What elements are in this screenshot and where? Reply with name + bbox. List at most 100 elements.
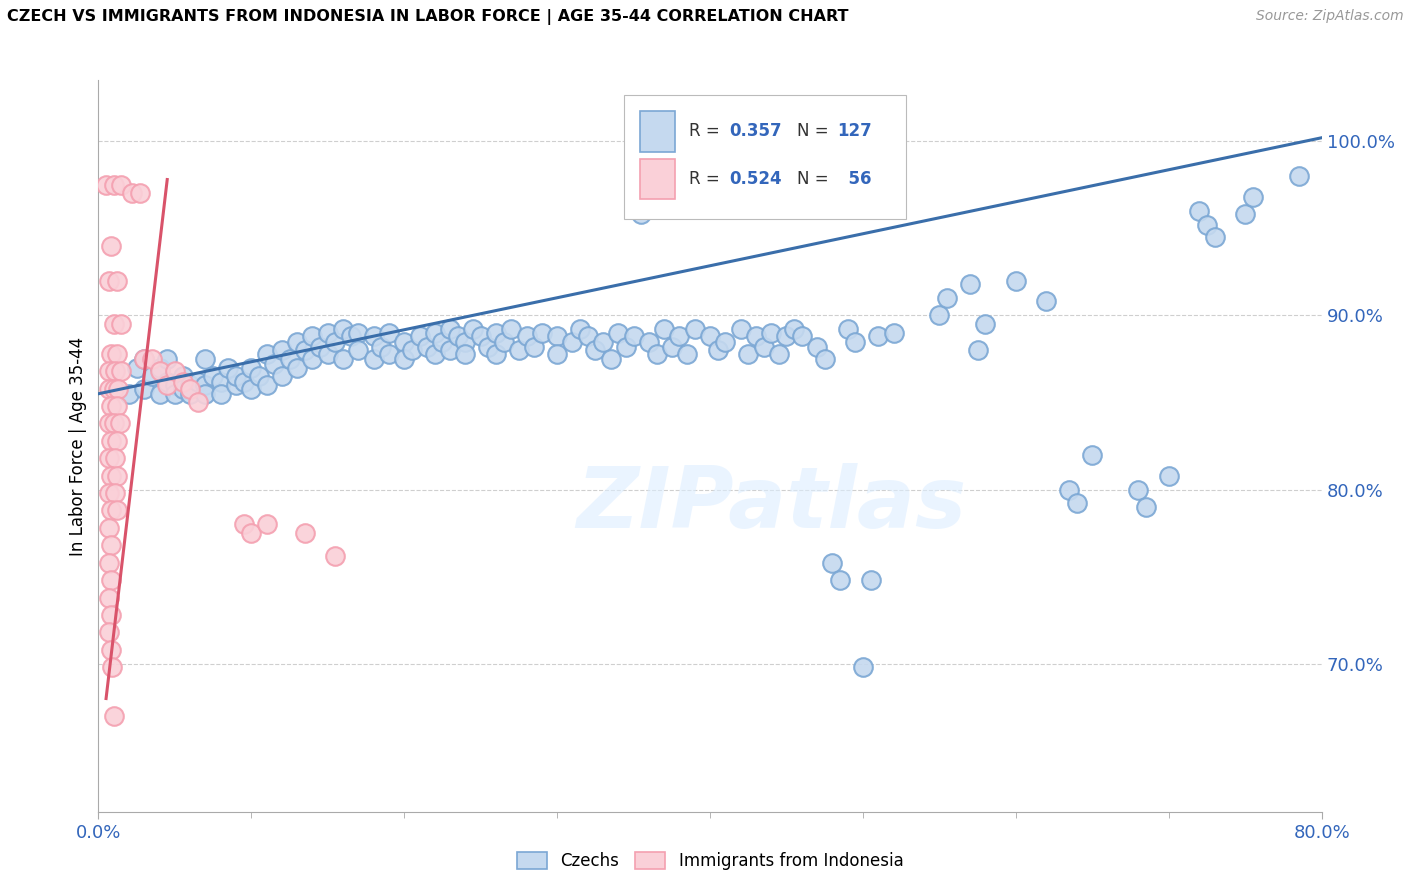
Point — [783, 322, 806, 336]
Point — [332, 351, 354, 366]
Point — [461, 322, 484, 336]
Point — [141, 369, 163, 384]
Point — [470, 329, 492, 343]
Point — [194, 351, 217, 366]
Point — [225, 378, 247, 392]
Point — [202, 369, 225, 384]
Point — [668, 329, 690, 343]
Point — [516, 329, 538, 343]
Point — [179, 378, 201, 392]
Point — [630, 207, 652, 221]
Text: 127: 127 — [837, 122, 872, 140]
Point — [100, 399, 122, 413]
Text: 56: 56 — [837, 170, 872, 188]
Point — [806, 340, 828, 354]
Point — [325, 549, 347, 563]
Point — [98, 521, 121, 535]
Point — [100, 642, 122, 657]
Point — [125, 360, 148, 375]
Point — [110, 178, 132, 192]
Point — [745, 329, 768, 343]
Point — [392, 351, 416, 366]
Point — [294, 526, 316, 541]
Point — [454, 347, 477, 361]
Point — [98, 274, 121, 288]
Point — [1035, 294, 1057, 309]
Point — [652, 322, 675, 336]
Point — [592, 334, 614, 349]
FancyBboxPatch shape — [624, 95, 905, 219]
Point — [104, 364, 127, 378]
Point — [439, 343, 461, 358]
Point — [814, 351, 837, 366]
Point — [508, 343, 530, 358]
Point — [103, 317, 125, 331]
Point — [1135, 500, 1157, 514]
Point — [392, 334, 416, 349]
Point — [530, 326, 553, 340]
Point — [683, 322, 706, 336]
Text: N =: N = — [797, 170, 834, 188]
Point — [936, 291, 959, 305]
Point — [105, 274, 128, 288]
Point — [209, 386, 232, 401]
Point — [98, 382, 121, 396]
Point — [1066, 496, 1088, 510]
Text: CZECH VS IMMIGRANTS FROM INDONESIA IN LABOR FORCE | AGE 35-44 CORRELATION CHART: CZECH VS IMMIGRANTS FROM INDONESIA IN LA… — [7, 9, 849, 25]
Point — [714, 334, 737, 349]
Text: R =: R = — [689, 170, 725, 188]
Point — [775, 329, 797, 343]
Point — [98, 417, 121, 431]
Point — [301, 329, 323, 343]
Point — [309, 340, 332, 354]
Point — [100, 347, 122, 361]
Point — [576, 329, 599, 343]
Point — [105, 503, 128, 517]
Point — [240, 526, 263, 541]
Point — [868, 329, 890, 343]
Point — [447, 329, 470, 343]
Point — [98, 591, 121, 605]
Point — [107, 382, 129, 396]
Point — [332, 322, 354, 336]
Point — [100, 538, 122, 552]
Point — [98, 625, 121, 640]
Point — [661, 340, 683, 354]
Point — [94, 178, 117, 192]
Point — [103, 709, 125, 723]
Point — [347, 343, 370, 358]
Point — [187, 375, 209, 389]
Point — [240, 360, 263, 375]
Point — [100, 238, 122, 252]
Point — [100, 503, 122, 517]
Point — [737, 347, 759, 361]
Point — [172, 369, 194, 384]
Point — [172, 375, 194, 389]
Point — [172, 382, 194, 396]
Point — [416, 340, 439, 354]
Point — [883, 326, 905, 340]
Point — [1059, 483, 1081, 497]
Point — [256, 347, 278, 361]
Point — [209, 375, 232, 389]
Point — [103, 417, 125, 431]
Point — [363, 329, 385, 343]
Point — [599, 351, 621, 366]
Point — [623, 329, 645, 343]
Point — [821, 556, 844, 570]
Point — [156, 378, 179, 392]
Point — [104, 451, 127, 466]
Point — [285, 360, 308, 375]
Point — [477, 340, 499, 354]
Point — [217, 360, 239, 375]
Text: ZIPatlas: ZIPatlas — [576, 463, 966, 546]
Point — [423, 347, 446, 361]
Point — [141, 351, 163, 366]
Point — [1234, 207, 1257, 221]
Point — [454, 334, 477, 349]
Point — [118, 386, 141, 401]
Text: 0.524: 0.524 — [730, 170, 782, 188]
Point — [194, 386, 217, 401]
Point — [1004, 274, 1026, 288]
Point — [1128, 483, 1150, 497]
